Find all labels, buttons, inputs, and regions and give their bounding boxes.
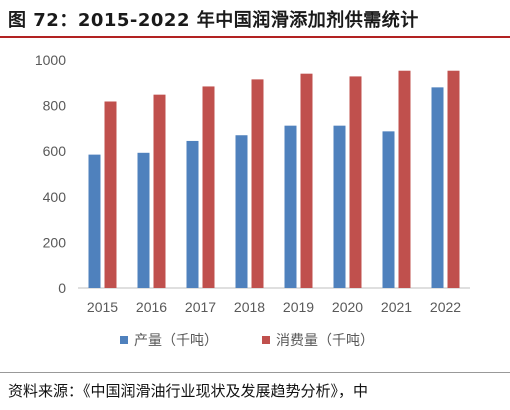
bar-consumption-2021 [398,70,411,288]
chart-title: 图 72：2015-2022 年中国润滑添加剂供需统计 [8,10,419,31]
bar-consumption-2018 [251,79,264,288]
x-tick-label: 2021 [381,299,412,315]
y-tick-label: 0 [58,280,66,296]
bar-production-2020 [333,125,346,288]
bar-consumption-2017 [202,86,215,288]
bar-production-2015 [88,154,101,288]
legend-swatch [262,336,270,344]
title-bar: 图 72：2015-2022 年中国润滑添加剂供需统计 [0,0,510,40]
bar-production-2019 [284,125,297,288]
y-tick-label: 600 [43,143,67,159]
legend-label: 消费量（千吨） [276,333,374,349]
title-divider [0,36,510,38]
legend-swatch [120,336,128,344]
source-note: 资料来源：《中国润滑油行业现状及发展趋势分析》，中 [8,382,369,400]
bar-consumption-2019 [300,73,313,289]
x-tick-label: 2020 [332,299,363,315]
bar-consumption-2022 [447,70,460,288]
y-tick-label: 200 [43,234,67,250]
x-tick-label: 2017 [185,299,216,315]
bar-production-2021 [382,131,395,288]
y-tick-label: 800 [43,98,67,114]
bar-consumption-2015 [104,101,117,288]
x-tick-label: 2022 [430,299,461,315]
bar-production-2017 [186,140,199,288]
y-tick-label: 1000 [35,52,66,68]
bar-consumption-2020 [349,76,362,288]
bar-production-2016 [137,152,150,288]
legend-label: 产量（千吨） [134,333,218,349]
bar-production-2018 [235,135,248,288]
bar-production-2022 [431,87,444,288]
bar-chart: 0 200 400 600 800 1000 2015 2016 2017 2018 2019 202… [35,52,470,349]
bar-consumption-2016 [153,94,166,288]
x-tick-label: 2018 [234,299,265,315]
x-tick-label: 2019 [283,299,314,315]
y-tick-label: 400 [43,189,67,205]
x-tick-label: 2016 [136,299,167,315]
x-tick-label: 2015 [87,299,118,315]
source-divider [0,372,510,373]
